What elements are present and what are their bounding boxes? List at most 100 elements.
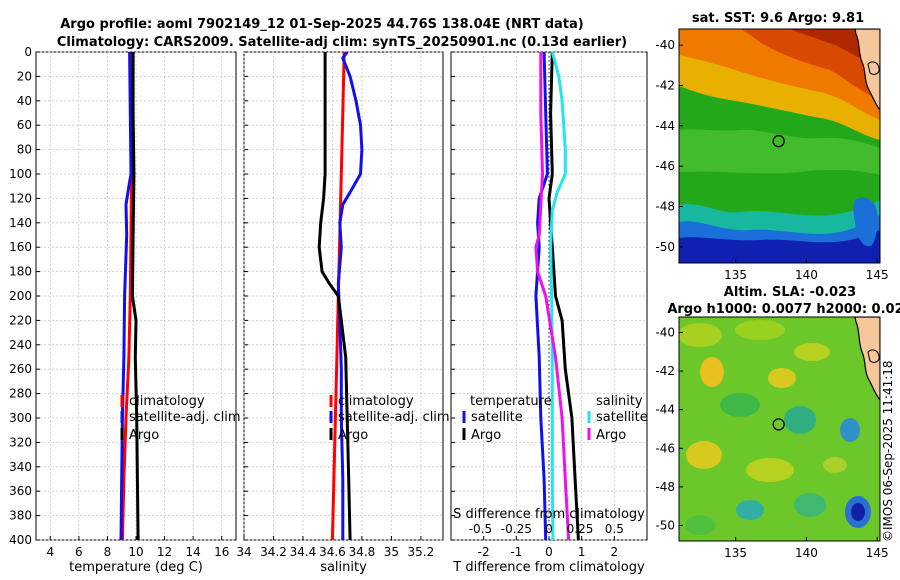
imos-credit: ©IMOS 06-Sep-2025 11:41:18: [881, 360, 895, 542]
x-tick-label: 34.8: [349, 545, 376, 559]
map-y-tick-label: -42: [655, 78, 675, 92]
x2-tick-label: 0.25: [567, 522, 594, 536]
map-y-tick-label: -40: [655, 38, 675, 52]
series-line-temperature-satellite: [534, 51, 549, 541]
x-tick-label: 35: [384, 545, 399, 559]
series-line-satellite-adj-clim: [336, 51, 364, 540]
sla-map-title-line2: Argo h1000: 0.0077 h2000: 0.021: [667, 302, 900, 317]
sst-map-title: sat. SST: 9.6 Argo: 9.81: [692, 11, 864, 26]
x-tick-label: 10: [128, 545, 143, 559]
temperature-panel: 0 20 40 60 80 100 120 140 160 180 200 220 240 260 280 3…: [9, 45, 237, 575]
x-tick-label: 6: [75, 545, 83, 559]
map-x-tick-label: 145: [866, 268, 889, 282]
y-tick-label: 280: [9, 387, 32, 401]
y-tick-label: 60: [17, 118, 32, 132]
y-tick-label: 260: [9, 362, 32, 376]
legend-label-sal-argo: Argo: [596, 428, 626, 443]
y-tick-label: 160: [9, 240, 32, 254]
sla-map-title-line1: Altim. SLA: -0.023: [724, 285, 856, 300]
y-tick-label: 20: [17, 69, 32, 83]
map-x-tick-label: 145: [866, 546, 889, 560]
x2-tick-label: -0.5: [469, 522, 492, 536]
x-tick-label: 14: [186, 545, 201, 559]
map-y-tick-label: -40: [655, 325, 675, 339]
map-y-tick-label: -50: [655, 240, 675, 254]
salinity-panel: 34 34.2 34.4 34.6 34.8 35 35.2 salinity: [236, 51, 444, 575]
y-tick-label: 0: [24, 45, 32, 59]
x-tick-label: 8: [104, 545, 112, 559]
y-tick-label: 140: [9, 216, 32, 230]
x-tick-label: 34.6: [319, 545, 346, 559]
legend-label-sal-satellite: satellite: [596, 410, 648, 425]
map-y-tick-label: -44: [655, 119, 675, 133]
map-x-tick-label: 135: [724, 268, 747, 282]
legend-label-climatology: climatology: [338, 394, 414, 409]
x-axis-label: temperature (deg C): [69, 560, 203, 575]
temperature-legend: climatology satellite-adj. clim Argo: [120, 394, 241, 443]
x-tick-label: 12: [157, 545, 172, 559]
map-y-tick-label: -48: [655, 480, 675, 494]
x-axis-label: T difference from climatology: [452, 560, 645, 575]
map-x-tick-label: 135: [724, 546, 747, 560]
series-line-temperature-argo: [547, 51, 580, 541]
sst-map-axes: 135 140 145 -40 -42 -44 -46 -48 -50: [655, 38, 888, 282]
sla-argo-location-marker: [772, 418, 785, 431]
map-y-tick-label: -46: [655, 441, 675, 455]
map-y-tick-label: -48: [655, 200, 675, 214]
y-tick-label: 240: [9, 338, 32, 352]
difference-x2-ticks: -0.5 -0.25 0 0.25 0.5: [469, 522, 624, 536]
figure-title-line2: Climatology: CARS2009. Satellite-adj cli…: [57, 35, 627, 50]
map-y-tick-label: -42: [655, 364, 675, 378]
legend-header-salinity: salinity: [596, 394, 643, 409]
map-x-tick-label: 140: [795, 546, 818, 560]
sla-map-frame: [678, 316, 881, 542]
y-tick-label: 80: [17, 143, 32, 157]
legend-label-temp-argo: Argo: [471, 428, 501, 443]
x-tick-label: 34.2: [260, 545, 287, 559]
series-line-argo: [317, 52, 352, 541]
y-tick-label: 320: [9, 435, 32, 449]
y-tick-label: 180: [9, 265, 32, 279]
legend-label-satellite: satellite-adj. clim: [129, 410, 241, 425]
map-y-tick-label: -50: [655, 519, 675, 533]
legend-header-temperature: temperature: [470, 394, 552, 409]
y-tick-label: 360: [9, 484, 32, 498]
y-tick-label: 340: [9, 460, 32, 474]
x-tick-label: 0: [545, 545, 553, 559]
y-tick-label: 120: [9, 191, 32, 205]
y-tick-label: 400: [9, 533, 32, 547]
legend-label-argo: Argo: [129, 428, 159, 443]
legend-label-argo: Argo: [338, 428, 368, 443]
x-tick-label: 4: [46, 545, 54, 559]
map-y-tick-label: -44: [655, 403, 675, 417]
x2-tick-label: -0.25: [501, 522, 532, 536]
x-tick-label: 35.2: [408, 545, 435, 559]
series-line-salinity-argo: [534, 52, 571, 541]
x-tick-label: 34.4: [290, 545, 317, 559]
y-tick-label: 380: [9, 509, 32, 523]
y-tick-label: 200: [9, 289, 32, 303]
x-tick-label: -2: [478, 545, 490, 559]
difference-x2-label: S difference from climatology: [453, 507, 645, 522]
y-tick-label: 40: [17, 94, 32, 108]
difference-legend: temperature satellite Argo salinity sate…: [462, 394, 648, 443]
figure-title-line1: Argo profile: aoml 7902149_12 01-Sep-202…: [60, 17, 584, 32]
x-tick-label: -1: [510, 545, 522, 559]
x-tick-label: 16: [214, 545, 229, 559]
x2-tick-label: 0: [545, 522, 553, 536]
sla-map-axes: 135 140 145 -40 -42 -44 -46 -48 -50: [655, 325, 888, 560]
x2-tick-label: 0.5: [605, 522, 624, 536]
difference-panel: -2 -1 0 1 2T difference from climatology: [450, 51, 648, 575]
sst-argo-location-marker: [772, 135, 785, 148]
x-tick-label: 34: [236, 545, 251, 559]
legend-label-climatology: climatology: [129, 394, 205, 409]
legend-label-satellite: satellite-adj. clim: [338, 410, 450, 425]
series-line-salinity-satellite: [549, 51, 567, 541]
y-tick-label: 220: [9, 313, 32, 327]
x-tick-label: 2: [611, 545, 619, 559]
x-tick-label: 1: [578, 545, 586, 559]
map-y-tick-label: -46: [655, 159, 675, 173]
sst-map-frame: [678, 28, 881, 264]
sla-map-field: [679, 317, 880, 541]
